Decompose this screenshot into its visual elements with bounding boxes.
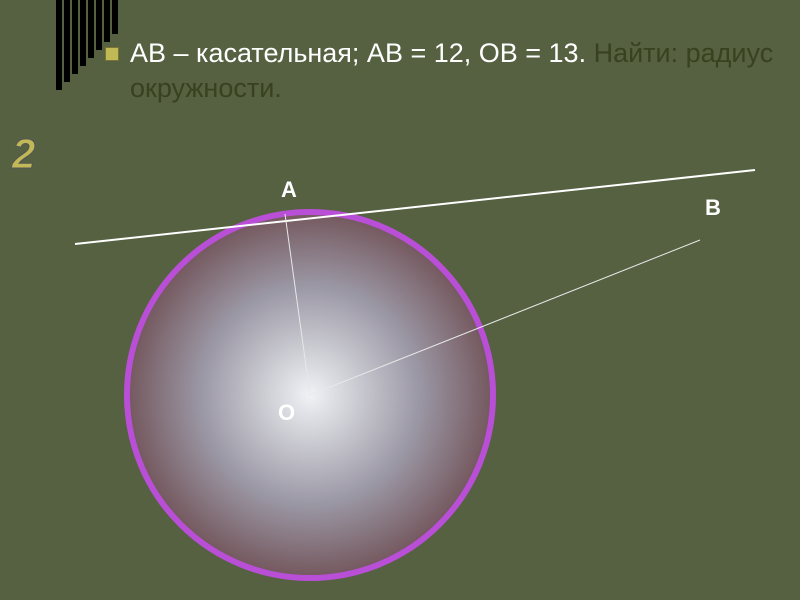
label-A: А	[281, 177, 297, 203]
label-O: О	[278, 400, 295, 426]
tangent-line	[75, 170, 755, 244]
label-B: В	[705, 195, 721, 221]
slide-root: { "problem_number": "2", "title_given": …	[0, 0, 800, 600]
geometry-diagram	[0, 0, 800, 600]
